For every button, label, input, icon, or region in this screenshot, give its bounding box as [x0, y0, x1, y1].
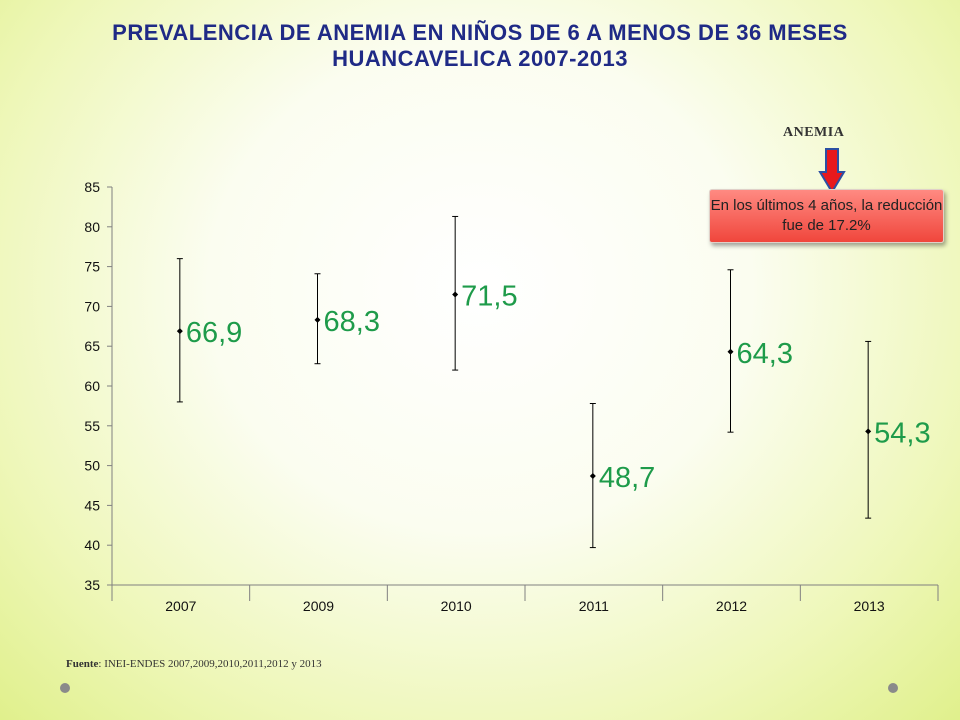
bullet-dot-left	[60, 683, 70, 693]
x-tick-label-2011: 2011	[579, 598, 609, 614]
data-point-2012	[727, 348, 734, 355]
chart-title: PREVALENCIA DE ANEMIA EN NIÑOS DE 6 A ME…	[0, 20, 960, 72]
value-label-2011: 48,7	[599, 462, 655, 494]
y-tick-label-80: 80	[84, 219, 100, 235]
y-tick-label-60: 60	[84, 378, 100, 394]
x-tick-label-2013: 2013	[854, 598, 885, 614]
anemia-label: ANEMIA	[783, 125, 845, 140]
value-label-2009: 68,3	[324, 306, 380, 338]
value-label-2010: 71,5	[461, 280, 517, 312]
title-line-1: PREVALENCIA DE ANEMIA EN NIÑOS DE 6 A ME…	[112, 20, 848, 45]
x-tick-label-2012: 2012	[716, 598, 747, 614]
data-point-2010	[452, 291, 459, 298]
y-tick-label-65: 65	[84, 338, 100, 354]
x-tick-label-2009: 2009	[303, 598, 334, 614]
data-point-2009	[314, 316, 321, 323]
x-tick-label-2010: 2010	[441, 598, 472, 614]
callout-text: En los últimos 4 años, la reducción fue …	[710, 197, 943, 234]
value-label-2012: 64,3	[737, 338, 793, 370]
chart-axes: 35 40 45 50 55 60 65 70 75 80 85 2007 2009 2010 2011 20…	[84, 179, 939, 614]
y-tick-label-75: 75	[84, 259, 100, 275]
data-point-2007	[176, 328, 183, 335]
value-label-2013: 54,3	[874, 417, 930, 449]
y-tick-label-35: 35	[84, 577, 100, 593]
bullet-dot-right	[888, 683, 898, 693]
y-tick-label-50: 50	[84, 458, 100, 474]
x-tick-label-2007: 2007	[165, 598, 196, 614]
title-line-2: HUANCAVELICA 2007-2013	[332, 46, 628, 71]
value-labels: 66,9 68,3 71,5 48,7 64,3 54,3	[186, 280, 931, 493]
source-note: Fuente: INEI-ENDES 2007,2009,2010,2011,2…	[66, 658, 322, 670]
y-tick-label-45: 45	[84, 497, 100, 513]
source-text: : INEI-ENDES 2007,2009,2010,2011,2012 y …	[98, 658, 322, 670]
y-tick-label-85: 85	[84, 179, 100, 195]
data-point-2013	[865, 428, 872, 435]
data-point-2011	[589, 472, 596, 479]
y-tick-label-40: 40	[84, 537, 100, 553]
anemia-arrow-icon	[818, 148, 846, 194]
error-bars	[176, 215, 872, 549]
value-label-2007: 66,9	[186, 317, 242, 349]
reduction-callout: En los últimos 4 años, la reducción fue …	[709, 189, 944, 243]
source-label: Fuente	[66, 658, 99, 670]
y-tick-label-70: 70	[84, 298, 100, 314]
y-tick-label-55: 55	[84, 418, 100, 434]
